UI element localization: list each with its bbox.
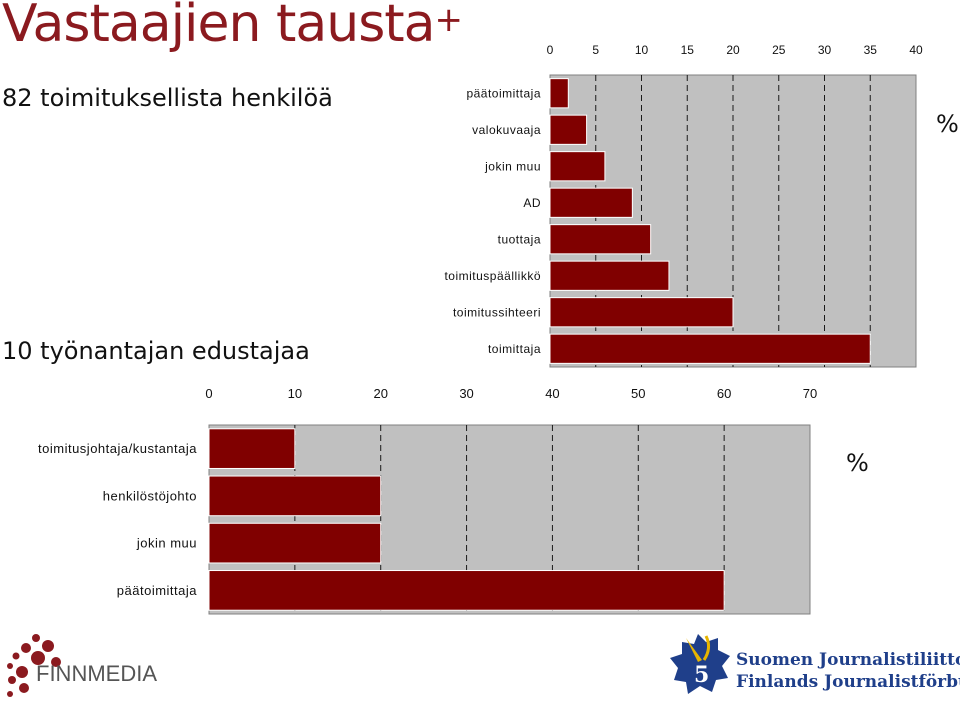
bar (549, 187, 633, 218)
percent-label-top: % (936, 110, 959, 138)
x-tick-label: 20 (373, 386, 387, 401)
finnmedia-wordmark: FINNMEDIA (36, 661, 157, 686)
category-label: henkilöstöjohto (103, 488, 197, 503)
finnmedia-logo: FINNMEDIA (7, 634, 157, 697)
x-tick-label: 50 (631, 386, 645, 401)
x-tick-label: 35 (864, 43, 878, 57)
bar (549, 297, 734, 328)
category-label: päätoimittaja (466, 86, 541, 100)
x-tick-label: 70 (803, 386, 817, 401)
x-tick-label: 5 (592, 43, 599, 57)
plus-mark: + (434, 0, 463, 40)
category-label: tuottaja (498, 232, 541, 246)
category-label: toimitussihteeri (453, 305, 541, 319)
bar (549, 151, 606, 182)
category-label: päätoimittaja (117, 583, 197, 598)
x-tick-label: 15 (681, 43, 695, 57)
bar (549, 78, 569, 109)
page-title: Vastaajien tausta+ (2, 0, 463, 54)
bar (549, 260, 670, 291)
sjl-name-sv: Finlands Journalistförbund (736, 672, 960, 692)
x-tick-label: 60 (717, 386, 731, 401)
x-tick-label: 10 (635, 43, 649, 57)
bar (549, 114, 588, 145)
category-label: toimitusjohtaja/kustantaja (38, 441, 197, 456)
percent-label-bottom: % (846, 449, 869, 477)
bar (208, 428, 296, 469)
x-tick-label: 25 (772, 43, 786, 57)
x-tick-label: 0 (547, 43, 554, 57)
bar (549, 224, 652, 255)
bar (208, 475, 382, 517)
category-label: jokin muu (484, 159, 541, 173)
category-label: toimittaja (488, 342, 541, 356)
category-label: jokin muu (136, 536, 197, 551)
sjl-emblem: 5 (670, 634, 730, 694)
bar (208, 522, 382, 564)
category-label: AD (523, 196, 541, 210)
x-tick-label: 30 (459, 386, 473, 401)
x-tick-label: 40 (545, 386, 559, 401)
subtitle-bottom: 10 työnantajan edustajaa (2, 337, 310, 365)
x-tick-label: 40 (909, 43, 923, 57)
bar (549, 333, 871, 364)
x-tick-label: 0 (205, 386, 212, 401)
sjl-name-fi: Suomen Journalistiliitto (736, 650, 960, 670)
category-label: valokuvaaja (472, 123, 541, 137)
subtitle-top: 82 toimituksellista henkilöä (2, 84, 333, 112)
x-tick-label: 10 (288, 386, 302, 401)
bar (208, 570, 725, 611)
x-tick-label: 30 (818, 43, 832, 57)
category-label: toimituspäällikkö (444, 269, 541, 283)
x-tick-label: 20 (726, 43, 740, 57)
svg-text:5: 5 (694, 662, 709, 688)
